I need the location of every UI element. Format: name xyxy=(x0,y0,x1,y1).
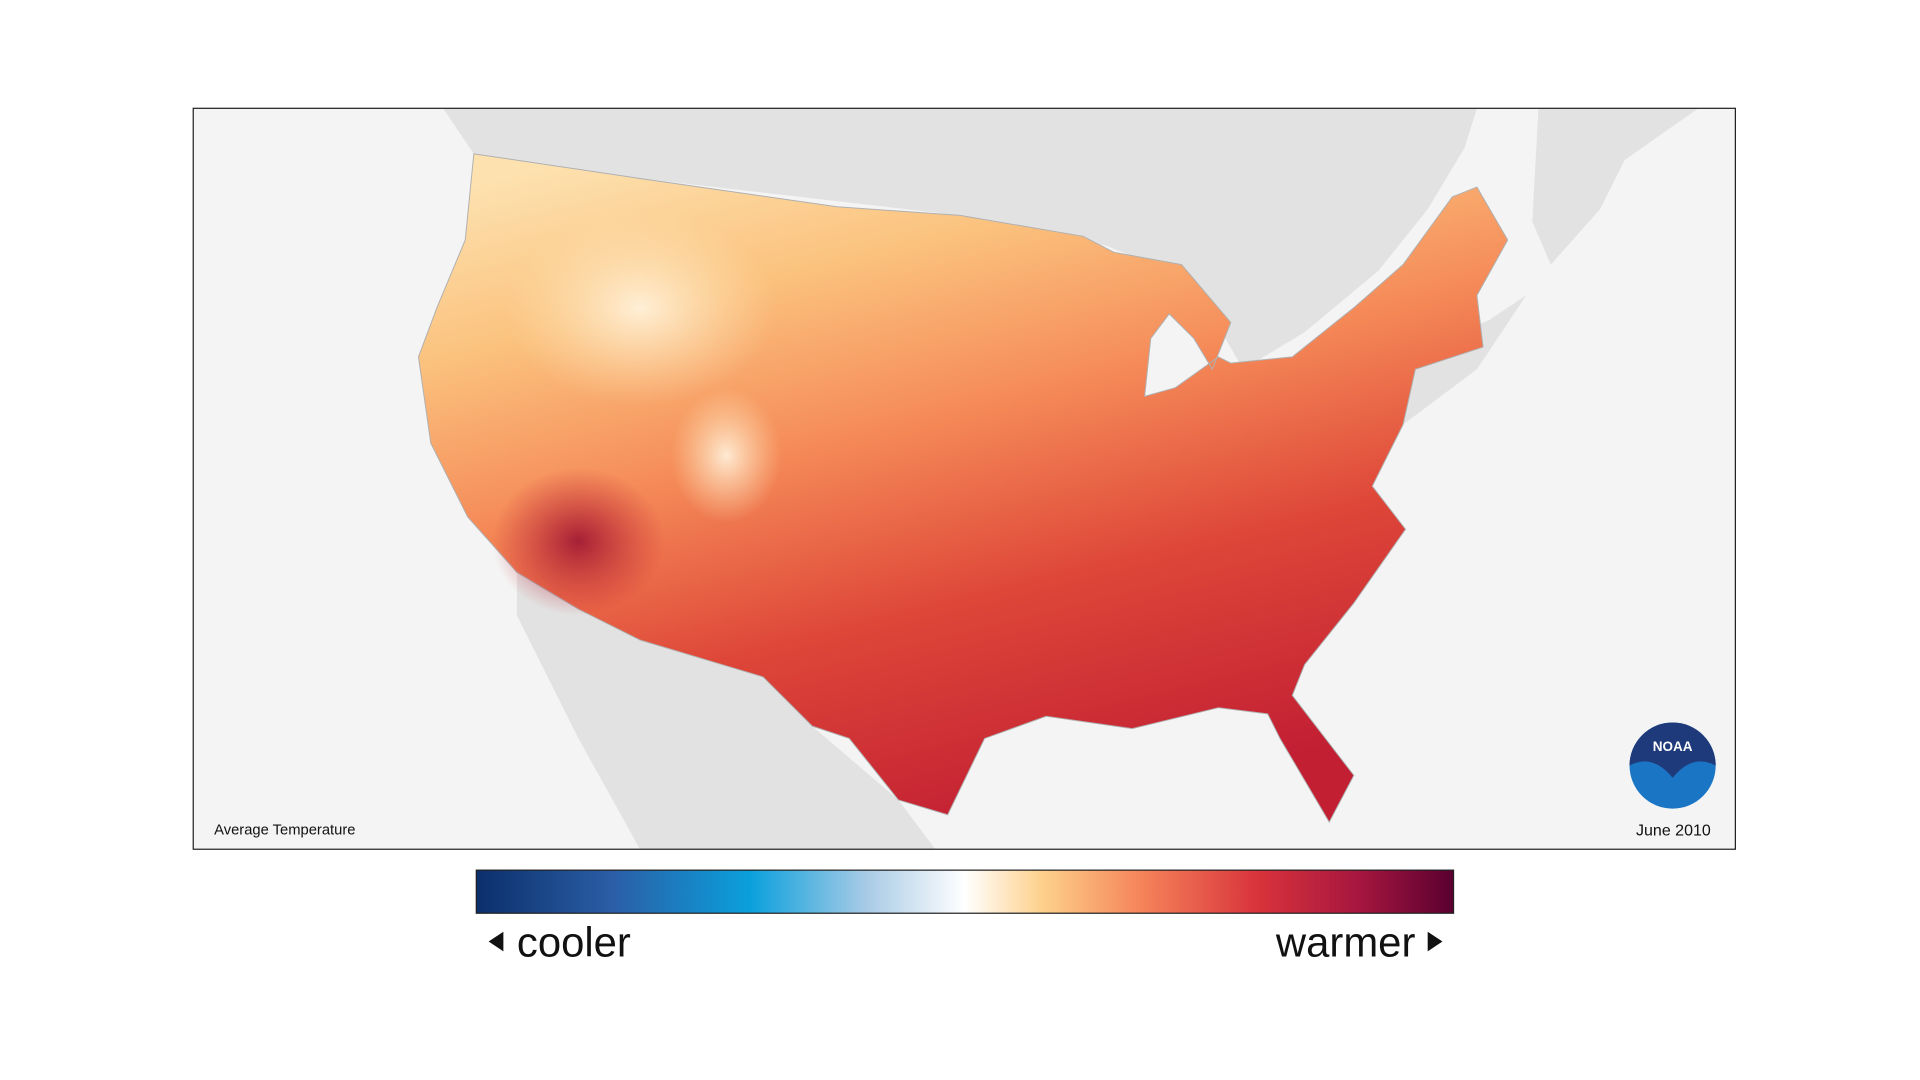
left-arrow xyxy=(488,931,504,952)
noaa-logo: NOAA xyxy=(1629,722,1716,809)
color-bar xyxy=(475,869,1455,914)
legend-low: cooler xyxy=(517,918,631,965)
right-arrow xyxy=(1427,931,1443,952)
logo-top xyxy=(1629,722,1716,778)
legend: cooler warmer xyxy=(475,869,1455,965)
map-caption: Average Temperature xyxy=(214,822,355,838)
colorado-cool xyxy=(670,387,782,524)
mexico xyxy=(516,572,936,850)
land xyxy=(417,108,1699,850)
map-border xyxy=(192,107,1736,850)
legend-high: warmer xyxy=(1275,918,1416,965)
southwest-heat xyxy=(492,467,665,616)
logo-text: NOAA xyxy=(1653,739,1693,754)
canada xyxy=(443,108,1477,370)
map-date: June 2010 xyxy=(1636,823,1711,840)
coast xyxy=(1378,295,1527,425)
rockies-cool xyxy=(504,209,776,407)
map-frame: Average Temperature June 2010 NOAA xyxy=(192,107,1736,850)
canada-east xyxy=(1532,108,1699,265)
